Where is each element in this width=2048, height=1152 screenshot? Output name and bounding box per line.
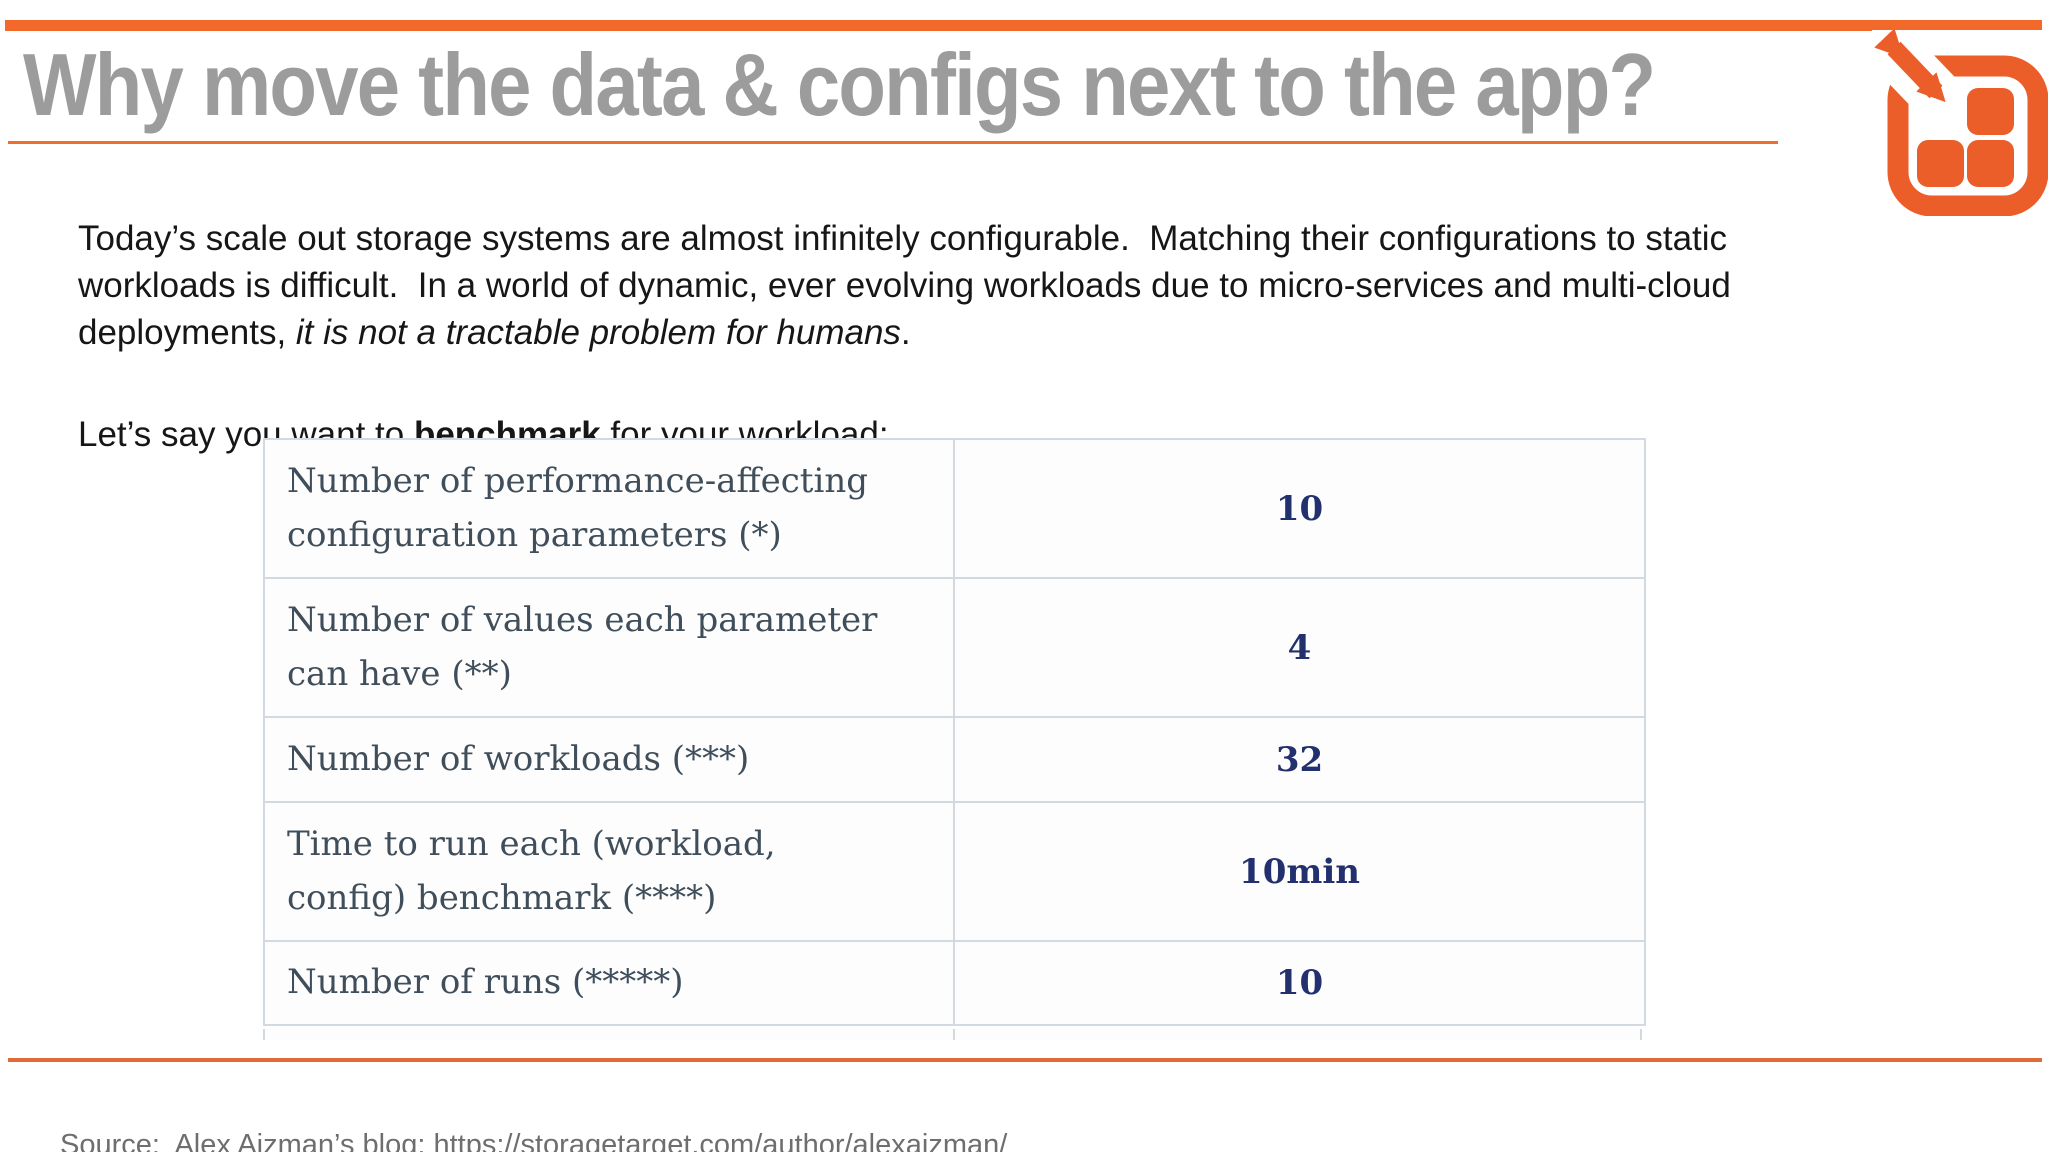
table-row-label: Number of workloads (***)	[265, 718, 953, 801]
table-row-value: 10	[955, 942, 1644, 1024]
logo-svg	[1847, 4, 2048, 217]
table-row-label: Number of performance-affecting configur…	[265, 440, 953, 577]
intro-text-regular: Today’s scale out storage systems are al…	[78, 219, 1741, 352]
page-title: Why move the data & configs next to the …	[23, 35, 1656, 134]
table-clipped-row-divider	[953, 1029, 955, 1040]
source-attribution: Source: Alex Aizman’s blog: https://stor…	[60, 1129, 1008, 1152]
table-row-label: Number of values each parameter can have…	[265, 579, 953, 716]
table-clipped-row	[263, 1029, 1642, 1040]
table-row-value: 10min	[955, 803, 1644, 940]
benchmark-table: Number of performance-affecting configur…	[263, 438, 1646, 1026]
lead-text-before: Let’s say you want to	[78, 415, 414, 454]
table-row-value: 4	[955, 579, 1644, 716]
top-accent-bar	[5, 20, 2042, 31]
intro-text-period: .	[900, 313, 911, 352]
table-row-value: 32	[955, 718, 1644, 801]
table-row-label: Number of runs (*****)	[265, 942, 953, 1024]
intro-text-italic: it is not a tractable problem for humans	[295, 313, 901, 352]
table-row-label: Time to run each (workload, config) benc…	[265, 803, 953, 940]
table-row-value: 10	[955, 440, 1644, 577]
app-grid-move-icon	[1847, 4, 2048, 217]
intro-paragraph: Today’s scale out storage systems are al…	[78, 215, 1888, 356]
title-underline	[8, 141, 1778, 144]
bottom-accent-line	[8, 1058, 2042, 1062]
